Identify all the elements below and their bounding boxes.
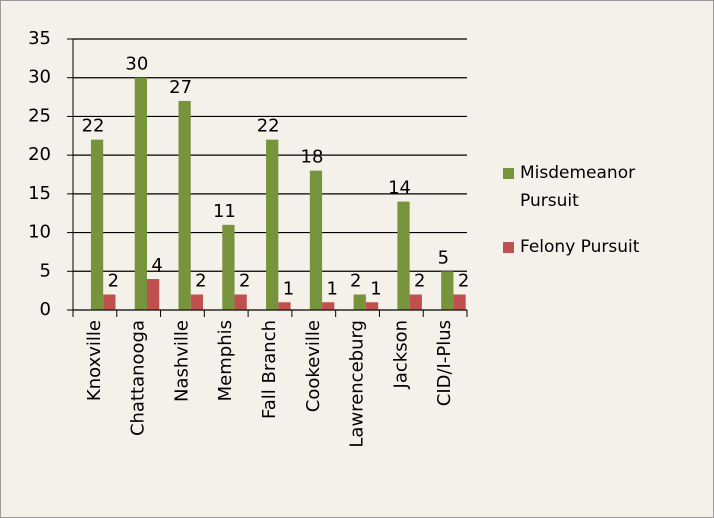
data-label: 4 <box>151 255 162 276</box>
data-label: 30 <box>125 54 148 75</box>
data-label: 5 <box>438 247 449 268</box>
y-tick-label: 35 <box>28 28 51 49</box>
data-label: 14 <box>388 178 411 199</box>
x-tick-label: Cookeville <box>303 320 324 412</box>
bar <box>222 224 235 310</box>
data-label: 1 <box>283 278 294 299</box>
y-tick-label: 25 <box>28 105 51 126</box>
data-label: 18 <box>301 147 324 168</box>
bar <box>234 294 247 310</box>
x-tick-label: Chattanooga <box>128 320 149 436</box>
data-label: 27 <box>169 77 192 98</box>
data-label: 2 <box>458 271 469 292</box>
bar <box>441 271 454 310</box>
data-label: 2 <box>414 271 425 292</box>
legend-swatch <box>503 168 514 179</box>
bar <box>134 77 147 310</box>
y-tick-label: 5 <box>40 260 51 281</box>
bar <box>146 279 160 310</box>
bar <box>353 294 366 310</box>
data-label: 2 <box>108 271 119 292</box>
data-label: 11 <box>213 201 236 222</box>
legend-item: Felony Pursuit <box>503 233 695 261</box>
y-tick-label: 10 <box>28 222 51 243</box>
data-label: 1 <box>370 278 381 299</box>
bar <box>309 170 323 310</box>
y-tick-label: 20 <box>28 144 51 165</box>
x-tick-label: Fall Branch <box>259 320 280 419</box>
y-tick-label: 30 <box>28 67 51 88</box>
bar <box>278 302 291 310</box>
data-label: 2 <box>195 271 206 292</box>
data-label: 1 <box>326 278 337 299</box>
x-tick-label: Jackson <box>390 320 411 389</box>
bar <box>365 302 379 310</box>
bar <box>103 294 116 310</box>
y-tick-label: 0 <box>40 299 51 320</box>
x-tick-label: Memphis <box>215 320 236 401</box>
y-tick-label: 15 <box>28 183 51 204</box>
x-tick-label: Lawrenceburg <box>347 320 368 448</box>
x-tick-label: Knoxville <box>84 320 105 401</box>
legend-swatch <box>503 242 514 253</box>
bar <box>266 139 279 310</box>
bar <box>397 201 410 310</box>
bar <box>178 100 191 310</box>
data-label: 22 <box>82 116 105 137</box>
bar <box>322 302 335 310</box>
x-tick-label: CID/I-Plus <box>434 320 455 406</box>
legend-label: Felony Pursuit <box>520 237 640 257</box>
legend-label: Misdemeanor Pursuit <box>520 163 636 211</box>
data-label: 2 <box>239 271 250 292</box>
data-label: 22 <box>257 116 280 137</box>
bar <box>190 294 204 310</box>
bar <box>453 294 466 310</box>
bar <box>90 139 104 310</box>
legend-item: Misdemeanor Pursuit <box>503 159 660 215</box>
x-tick-label: Nashville <box>171 320 192 402</box>
bar <box>409 294 422 310</box>
data-label: 2 <box>350 271 361 292</box>
